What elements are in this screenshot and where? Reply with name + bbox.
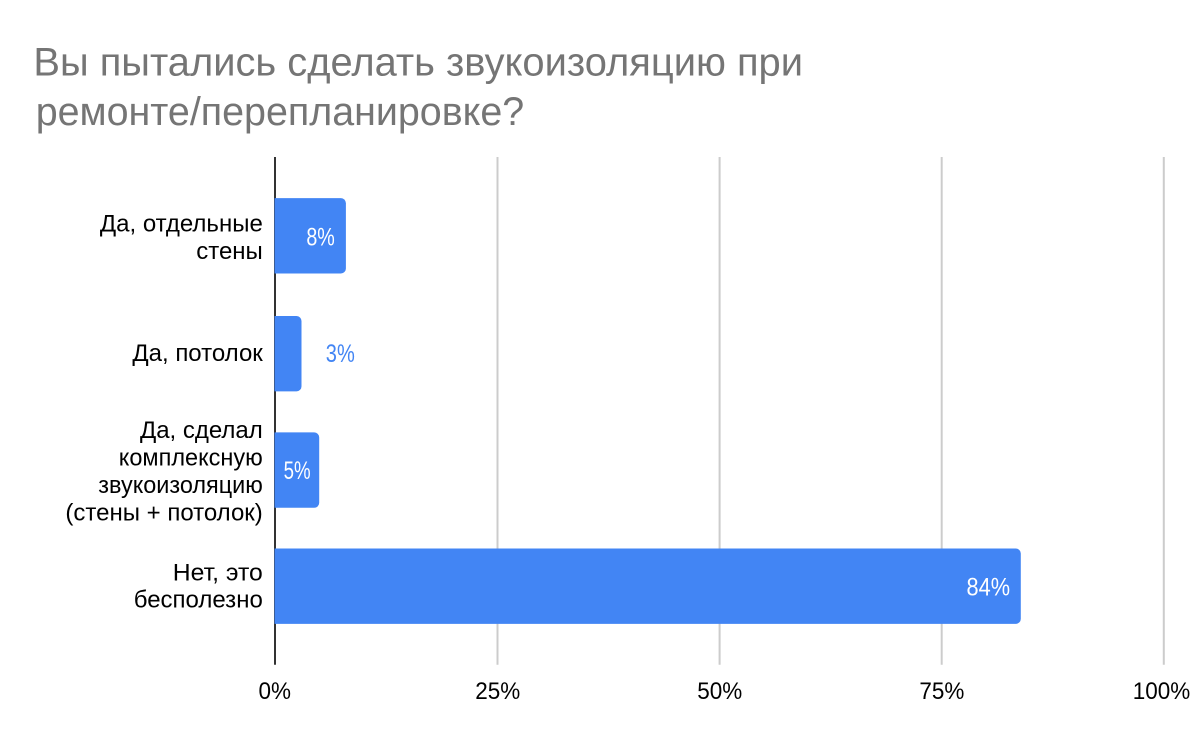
- svg-text:0%: 0%: [258, 678, 291, 705]
- svg-text:Нет, это: Нет, это: [173, 560, 263, 587]
- svg-text:звукоизоляцию: звукоизоляцию: [98, 472, 263, 499]
- svg-text:50%: 50%: [697, 678, 742, 705]
- svg-text:стены: стены: [196, 238, 263, 265]
- svg-text:8%: 8%: [306, 224, 335, 252]
- svg-text:бесполезно: бесполезно: [134, 587, 263, 614]
- svg-text:25%: 25%: [475, 678, 520, 705]
- svg-text:84%: 84%: [967, 574, 1011, 602]
- svg-text:Да, отдельные: Да, отдельные: [100, 210, 263, 237]
- svg-text:(стены + потолок): (стены + потолок): [65, 500, 262, 527]
- svg-text:3%: 3%: [326, 340, 355, 368]
- svg-text:комплексную: комплексную: [119, 444, 263, 471]
- svg-text:Вы пытались сделать звукоизоля: Вы пытались сделать звукоизоляцию при: [33, 40, 803, 84]
- svg-text:Да, сделал: Да, сделал: [140, 417, 263, 444]
- svg-text:100%: 100%: [1133, 678, 1191, 705]
- svg-text:ремонте/перепланировке?: ремонте/перепланировке?: [36, 90, 525, 134]
- svg-text:5%: 5%: [284, 457, 311, 485]
- svg-text:75%: 75%: [919, 678, 964, 705]
- svg-text:Да, потолок: Да, потолок: [132, 340, 263, 367]
